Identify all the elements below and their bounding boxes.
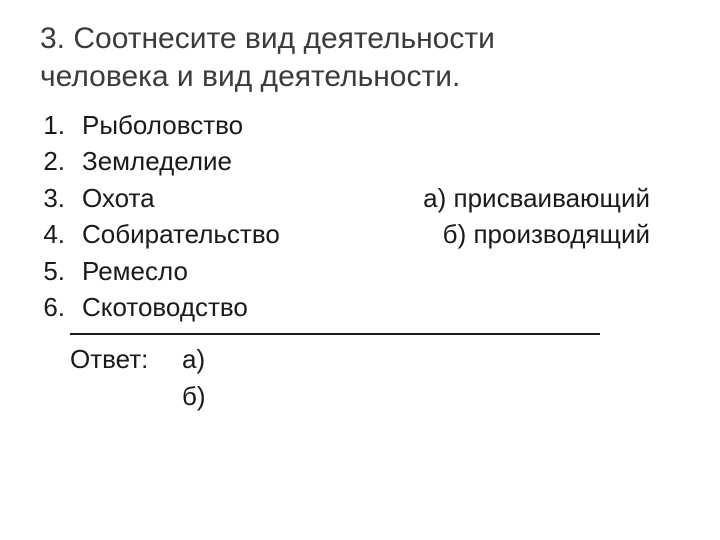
list-number: 2.: [40, 143, 70, 179]
divider-line: [70, 333, 600, 335]
list-item: 6. Скотоводство: [40, 289, 680, 325]
list-number: 1.: [40, 107, 70, 143]
list-item: 1. Рыболовство: [40, 107, 680, 143]
answer-a-letter: а): [170, 341, 205, 377]
list-number: 5.: [40, 253, 70, 289]
question-content: 1. Рыболовство 2. Земледелие 3. Охота а)…: [40, 107, 680, 414]
list-item: 3. Охота а) присваивающий: [40, 180, 680, 216]
list-number: 3.: [40, 180, 70, 216]
list-text: Собирательство: [70, 216, 280, 252]
answer-label: Ответ:: [70, 341, 170, 377]
question-title: 3. Соотнесите вид деятельности человека …: [40, 20, 680, 95]
list-text: Рыболовство: [70, 107, 243, 143]
list-item: 2. Земледелие: [40, 143, 680, 179]
list-text: Ремесло: [70, 253, 188, 289]
list-text: Охота: [70, 180, 155, 216]
list-text: Земледелие: [70, 143, 232, 179]
list-item: 4. Собирательство б) производящий: [40, 216, 680, 252]
title-line-2: человека и вид деятельности.: [40, 60, 460, 93]
option-a: а) присваивающий: [423, 180, 680, 216]
list-number: 6.: [40, 289, 70, 325]
answer-row-a: Ответ: а): [40, 341, 680, 377]
title-line-1: 3. Соотнесите вид деятельности: [40, 22, 495, 55]
list-number: 4.: [40, 216, 70, 252]
list-text: Скотоводство: [70, 289, 248, 325]
option-b: б) производящий: [443, 216, 680, 252]
answer-row-b: б): [40, 378, 680, 414]
list-item: 5. Ремесло: [40, 253, 680, 289]
answer-b-letter: б): [182, 381, 206, 411]
